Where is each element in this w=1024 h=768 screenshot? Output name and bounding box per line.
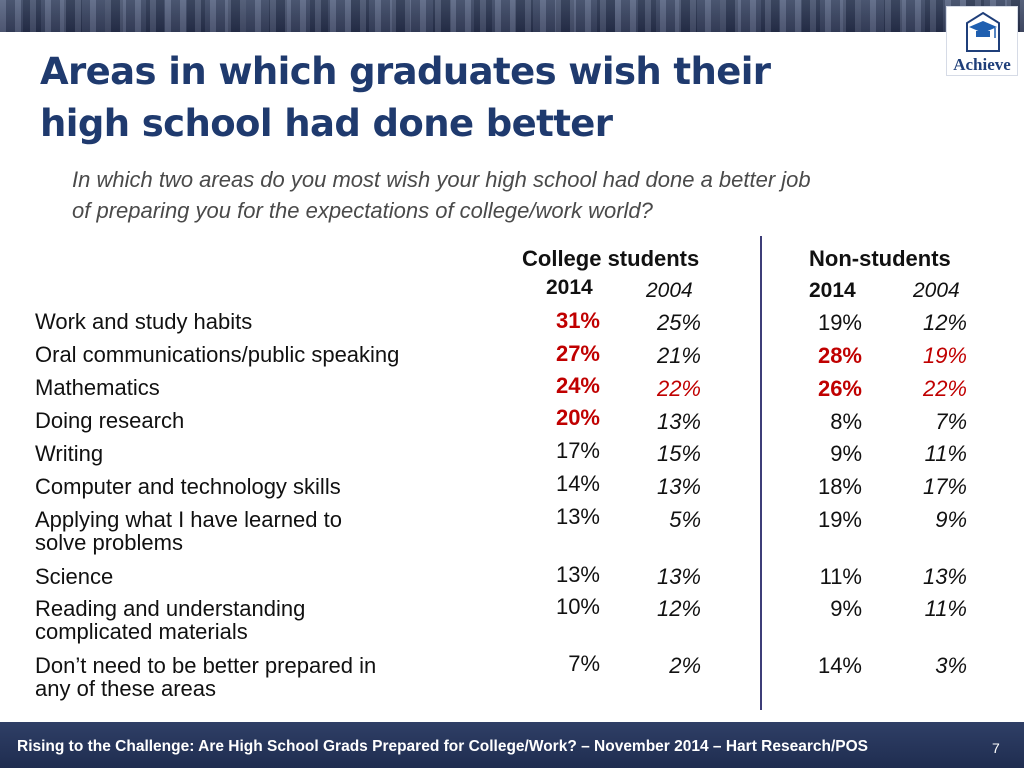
value-non-2014: 8% — [830, 409, 862, 434]
value-college-2014: 20% — [555, 405, 600, 430]
value-non-2014: 26% — [817, 376, 862, 401]
value-college-2014: 13% — [555, 562, 600, 587]
value-non-2004: 9% — [935, 507, 967, 532]
row-label: Applying what I have learned to solve pr… — [35, 507, 342, 555]
year-college-2004: 2004 — [646, 279, 693, 302]
value-college-2004: 25% — [656, 310, 701, 335]
value-college-2014: 13% — [555, 504, 600, 529]
value-non-2014: 19% — [817, 507, 862, 532]
year-non-2004: 2004 — [913, 279, 960, 302]
value-college-2014: 31% — [555, 308, 600, 333]
row-label: Science — [35, 564, 114, 589]
header-college-students: College students — [522, 246, 700, 271]
value-non-2014: 19% — [817, 310, 862, 335]
row-label: Writing — [35, 441, 104, 466]
value-college-2014: 24% — [555, 373, 600, 398]
column-divider — [760, 236, 762, 710]
row-label: Reading and understanding complicated ma… — [35, 596, 306, 644]
value-non-2004: 3% — [935, 653, 967, 678]
row-label: Mathematics — [35, 375, 160, 400]
slide-title: Areas in which graduates wish their high… — [40, 46, 920, 150]
value-college-2004: 13% — [656, 474, 701, 499]
value-college-2004: 5% — [669, 507, 701, 532]
row-label: Don’t need to be better prepared in any … — [35, 653, 377, 701]
value-non-2004: 22% — [922, 376, 967, 401]
value-non-2004: 17% — [922, 474, 967, 499]
value-non-2014: 14% — [817, 653, 862, 678]
value-non-2004: 7% — [935, 409, 967, 434]
value-college-2004: 2% — [669, 653, 701, 678]
value-college-2004: 13% — [656, 564, 701, 589]
footer-bar: Rising to the Challenge: Are High School… — [0, 722, 1024, 768]
value-non-2014: 18% — [817, 474, 862, 499]
question-line-2: of preparing you for the expectations of… — [72, 198, 653, 223]
value-non-2004: 12% — [922, 310, 967, 335]
value-college-2004: 15% — [656, 441, 701, 466]
title-line-2: high school had done better — [40, 102, 613, 145]
footer-source: Rising to the Challenge: Are High School… — [17, 738, 869, 755]
title-line-1: Areas in which graduates wish their — [40, 50, 771, 93]
value-non-2004: 19% — [922, 343, 967, 368]
value-non-2014: 28% — [817, 343, 862, 368]
row-label: Doing research — [35, 408, 185, 433]
value-college-2014: 27% — [555, 341, 600, 366]
value-non-2004: 11% — [924, 596, 967, 621]
value-non-2014: 9% — [830, 441, 862, 466]
row-label: Computer and technology skills — [35, 474, 341, 499]
achieve-logo: Achieve — [946, 6, 1018, 76]
mortarboard-house-icon — [966, 11, 1000, 52]
value-non-2014: 9% — [830, 596, 862, 621]
value-college-2004: 22% — [656, 376, 701, 401]
row-label: Work and study habits — [35, 309, 253, 334]
value-non-2004: 13% — [922, 564, 967, 589]
value-college-2004: 13% — [656, 409, 701, 434]
value-non-2014: 11% — [819, 564, 862, 589]
value-college-2004: 21% — [656, 343, 701, 368]
year-college-2014: 2014 — [546, 276, 593, 299]
value-college-2014: 14% — [555, 471, 600, 496]
value-college-2014: 10% — [555, 594, 600, 619]
page-number: 7 — [992, 740, 1000, 756]
header-non-students: Non-students — [809, 246, 951, 271]
header-photo-banner — [0, 0, 1024, 32]
value-college-2014: 7% — [568, 651, 600, 676]
survey-question: In which two areas do you most wish your… — [72, 164, 952, 226]
value-college-2004: 12% — [656, 596, 701, 621]
question-line-1: In which two areas do you most wish your… — [72, 167, 811, 192]
year-non-2014: 2014 — [809, 279, 856, 302]
logo-wordmark: Achieve — [953, 55, 1011, 74]
value-college-2014: 17% — [555, 438, 600, 463]
row-label: Oral communications/public speaking — [35, 342, 400, 367]
value-non-2004: 11% — [924, 441, 967, 466]
